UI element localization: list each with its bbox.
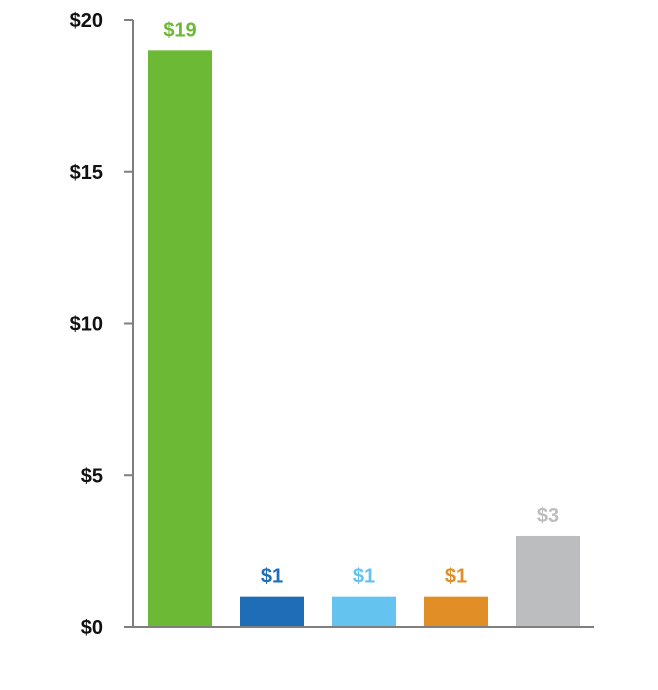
bar	[424, 596, 488, 627]
bar	[332, 596, 396, 627]
y-tick-label: $10	[70, 314, 103, 336]
bar	[148, 50, 212, 628]
bar	[240, 596, 304, 627]
bar-value-label: $3	[537, 505, 559, 527]
bars	[148, 50, 580, 628]
data-labels: $19 $1 $1 $1 $3	[163, 19, 559, 587]
bar-value-label: $1	[353, 566, 375, 588]
bar-value-label: $1	[445, 566, 467, 588]
y-tick-label: $20	[70, 10, 103, 32]
bar-value-label: $19	[163, 19, 196, 41]
bar-value-label: $1	[261, 566, 283, 588]
bar	[516, 535, 580, 627]
y-tick-label: $0	[81, 617, 103, 639]
y-tick-label: $15	[70, 162, 103, 184]
y-axis: $0 $5 $10 $15 $20	[70, 10, 134, 639]
y-tick-label: $5	[81, 465, 103, 487]
